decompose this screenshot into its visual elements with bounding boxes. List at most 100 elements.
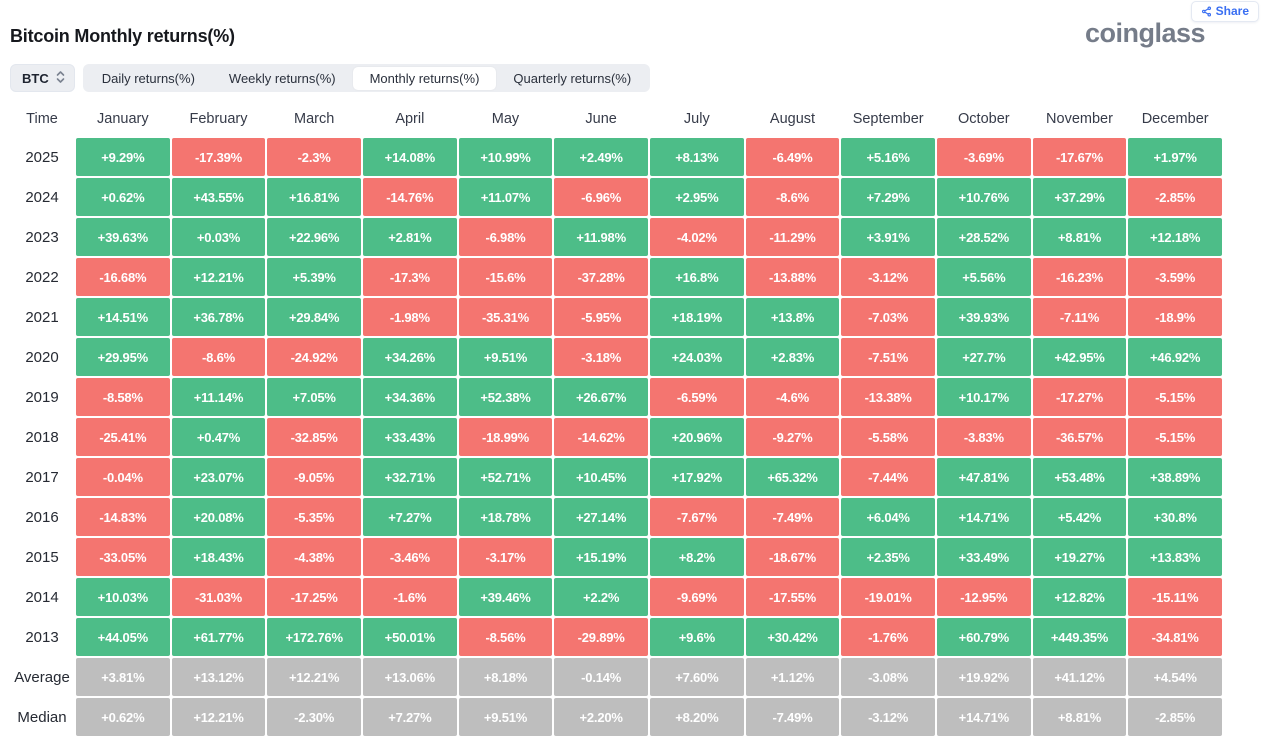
return-cell: +10.99% [458,138,553,176]
tab-quarterly-returns[interactable]: Quarterly returns(%) [513,70,632,86]
return-cell: +7.60% [649,658,744,696]
return-cell: +29.95% [76,338,170,376]
return-cell: +27.7% [936,338,1031,376]
column-header-month: May [491,111,520,127]
return-cell: -3.46% [362,538,457,576]
return-cell: +13.8% [745,298,840,336]
return-cell: +449.35% [1032,618,1127,656]
return-cell: -3.83% [936,418,1031,456]
return-cell: +10.45% [554,458,648,496]
row-label: 2024 [25,188,59,206]
return-cell: -2.85% [1128,178,1222,216]
return-cell: +8.13% [649,138,744,176]
return-cell: -1.6% [362,578,457,616]
return-cell: +5.39% [267,258,361,296]
share-icon [1201,6,1212,17]
return-cell: +39.63% [76,218,170,256]
return-cell: -9.69% [649,578,744,616]
row-label: 2016 [25,508,59,526]
row-label: Average [14,668,70,686]
return-cell: +5.56% [936,258,1031,296]
return-cell: +12.82% [1032,578,1127,616]
return-cell: -0.14% [554,658,648,696]
column-header-month: August [769,111,816,127]
return-cell: +14.71% [936,498,1031,536]
return-cell: +20.96% [649,418,744,456]
returns-table: Time January February March April May June July… [10,102,1222,736]
return-cell: +65.32% [745,458,840,496]
return-cell: +2.95% [649,178,744,216]
return-cell: -17.39% [171,138,266,176]
return-cell: +23.07% [171,458,266,496]
tab-weekly-returns[interactable]: Weekly returns(%) [228,70,336,86]
return-cell: -36.57% [1032,418,1127,456]
return-cell: -5.95% [554,298,648,336]
return-cell: +10.03% [76,578,170,616]
column-header-month: June [585,111,617,127]
return-cell: +4.54% [1128,658,1222,696]
return-cell: -3.59% [1128,258,1222,296]
coin-selector[interactable]: BTC [10,64,75,92]
return-cell: +52.71% [458,458,553,496]
return-cell: +44.05% [76,618,170,656]
return-cell: -6.59% [649,378,744,416]
return-cell: -7.49% [745,698,840,736]
return-cell: +0.47% [171,418,266,456]
column-header-month: September [852,111,924,127]
return-cell: +9.51% [458,338,553,376]
coin-selector-value: BTC [22,70,49,86]
return-cell: -7.51% [841,338,935,376]
return-cell: +9.29% [76,138,170,176]
returns-tab-group: Daily returns(%) Weekly returns(%) Month… [82,64,651,92]
return-cell: +34.36% [362,378,457,416]
return-cell: +12.21% [267,658,361,696]
share-button[interactable]: Share [1190,1,1259,22]
return-cell: +19.27% [1032,538,1127,576]
return-cell: -3.18% [554,338,648,376]
row-label: 2014 [25,588,59,606]
row-label: 2015 [25,548,59,566]
return-cell: +14.08% [362,138,457,176]
column-header-month: July [683,111,710,127]
return-cell: -2.30% [267,698,361,736]
return-cell: -18.67% [745,538,840,576]
return-cell: +13.06% [362,658,457,696]
tab-daily-returns[interactable]: Daily returns(%) [101,70,195,86]
return-cell: +14.51% [76,298,170,336]
return-cell: +17.92% [649,458,744,496]
return-cell: +7.27% [362,498,457,536]
return-cell: +33.43% [362,418,457,456]
return-cell: +3.91% [841,218,935,256]
return-cell: +60.79% [936,618,1031,656]
return-cell: -15.11% [1128,578,1222,616]
return-cell: -9.05% [267,458,361,496]
return-cell: -12.95% [936,578,1031,616]
return-cell: +46.92% [1128,338,1222,376]
return-cell: +27.14% [554,498,648,536]
column-header-month: November [1046,111,1113,127]
return-cell: +11.07% [458,178,553,216]
page-title: Bitcoin Monthly returns(%) [10,26,235,46]
return-cell: +20.08% [171,498,266,536]
tab-monthly-returns[interactable]: Monthly returns(%) [352,66,497,90]
return-cell: -33.05% [76,538,170,576]
return-cell: +39.93% [936,298,1031,336]
row-label: 2017 [25,468,59,486]
return-cell: -25.41% [76,418,170,456]
row-label: 2021 [25,308,59,326]
return-cell: +16.8% [649,258,744,296]
return-cell: +53.48% [1032,458,1127,496]
return-cell: -3.69% [936,138,1031,176]
return-cell: -13.88% [745,258,840,296]
return-cell: +18.19% [649,298,744,336]
return-cell: -8.6% [745,178,840,216]
return-cell: +0.62% [76,178,170,216]
coinglass-logo: coinglass [1084,18,1206,48]
return-cell: -1.76% [841,618,935,656]
return-cell: -14.83% [76,498,170,536]
column-header-month: March [294,111,335,127]
return-cell: +16.81% [267,178,361,216]
return-cell: +19.92% [936,658,1031,696]
return-cell: +42.95% [1032,338,1127,376]
return-cell: +8.81% [1032,218,1127,256]
